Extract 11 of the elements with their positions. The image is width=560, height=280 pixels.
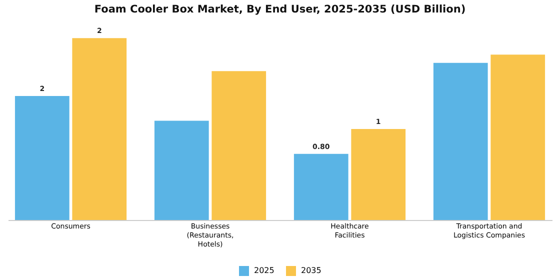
bar <box>490 54 546 220</box>
legend-label: 2025 <box>254 266 274 275</box>
chart-title: Foam Cooler Box Market, By End User, 2025-2035 (USD Billion) <box>94 4 466 16</box>
bar <box>154 120 209 220</box>
bar <box>14 96 70 220</box>
bar <box>433 62 488 220</box>
bar <box>72 38 127 220</box>
bar <box>351 129 406 220</box>
legend-label: 2035 <box>301 266 322 275</box>
bar <box>212 71 266 220</box>
bar <box>294 154 348 220</box>
